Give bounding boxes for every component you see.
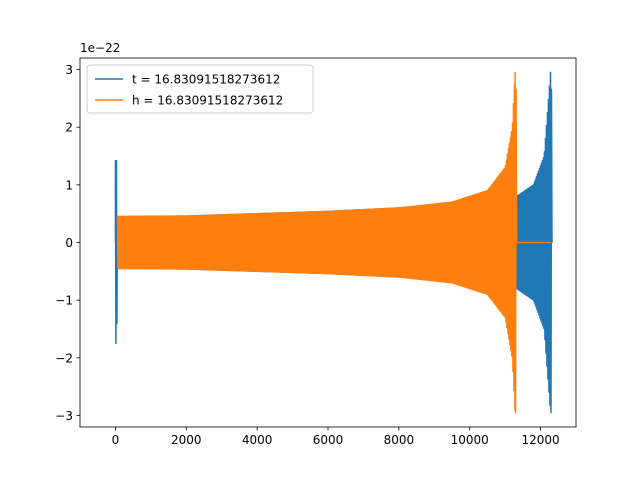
x-tick-label: 6000 [313,433,344,447]
axes: 0 2000 4000 6000 8000 10000 12000 3 2 1 0 −1 −2 −3 [55,57,577,447]
y-tick-label: 2 [65,121,73,135]
y-tick-label: 0 [65,236,73,250]
x-tick-label: 8000 [384,433,415,447]
legend-label-1: t = 16.83091518273612 [132,73,280,87]
x-tick-label: 10000 [451,433,489,447]
series-line-2 [116,71,552,414]
legend-label-2: h = 16.83091518273612 [132,94,283,108]
x-tick-label: 4000 [242,433,273,447]
y-tick-label: −1 [55,294,73,308]
y-tick-label: −2 [55,351,73,365]
y-axis-offset-text: 1e−22 [80,41,120,55]
legend-box [86,64,314,114]
x-tick-label: 12000 [521,433,559,447]
legend: t = 16.83091518273612 h = 16.830915182736… [86,64,314,114]
y-tick-label: −3 [55,409,73,423]
y-tick-label: 3 [65,63,73,77]
plot-area [114,71,553,414]
y-tick-label: 1 [65,178,73,192]
x-tick-label: 2000 [171,433,202,447]
x-tick-label: 0 [112,433,120,447]
